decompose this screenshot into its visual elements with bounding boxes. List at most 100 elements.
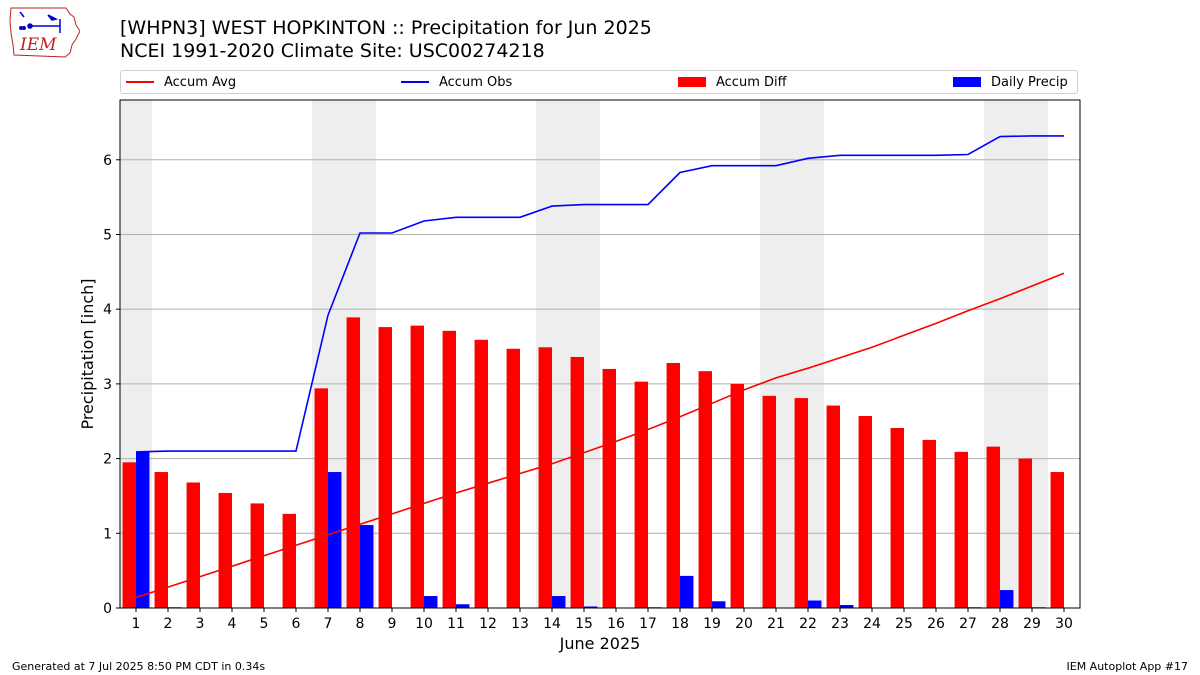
bars (122, 317, 1064, 608)
weekend-band (312, 100, 344, 608)
weekend-band (344, 100, 376, 608)
accum-diff-bar (186, 482, 200, 608)
accum-diff-bar (250, 503, 264, 608)
daily-precip-bar (456, 604, 470, 608)
daily-precip-bar (648, 607, 662, 608)
x-tick-label: 6 (292, 616, 301, 632)
x-tick-label: 26 (927, 616, 945, 632)
lines (135, 135, 1065, 599)
daily-precip-bar (136, 451, 150, 608)
weekend-band (120, 100, 152, 608)
legend-label: Accum Avg (164, 74, 237, 90)
y-tick-label: 0 (103, 601, 112, 617)
accum-diff-bar (410, 325, 424, 608)
x-tick-label: 27 (959, 616, 977, 632)
x-tick-label: 23 (831, 616, 849, 632)
legend-item-daily-precip: Daily Precip (953, 71, 1068, 93)
accum-diff-bar (346, 317, 360, 608)
x-tick-label: 17 (639, 616, 657, 632)
x-tick-label: 9 (388, 616, 397, 632)
x-tick-label: 7 (324, 616, 333, 632)
x-tick-label: 25 (895, 616, 913, 632)
x-tick-label: 10 (415, 616, 433, 632)
legend-swatch (678, 77, 706, 87)
x-tick-label: 22 (799, 616, 817, 632)
y-axis-label: Precipitation [inch] (78, 278, 97, 429)
legend-label: Accum Diff (716, 74, 787, 90)
y-tick-label: 2 (103, 452, 112, 468)
y-tick-label: 4 (103, 302, 112, 318)
x-axis-label: June 2025 (559, 634, 641, 653)
x-tick-label: 3 (196, 616, 205, 632)
iem-logo-text: IEM (19, 35, 57, 55)
y-tick-label: 3 (103, 377, 112, 393)
daily-precip-bar (1032, 607, 1046, 608)
x-tick-label: 11 (447, 616, 465, 632)
legend-label: Accum Obs (439, 74, 513, 90)
daily-precip-bar (584, 606, 598, 608)
x-tick-label: 4 (228, 616, 237, 632)
accum-obs-line (135, 135, 1064, 453)
daily-precip-bar (680, 575, 694, 608)
gridlines (120, 159, 1080, 534)
weekend-shading (120, 100, 1048, 608)
accum-diff-bar (954, 451, 968, 608)
generated-timestamp: Generated at 7 Jul 2025 8:50 PM CDT in 0… (12, 660, 266, 673)
x-tick-label: 21 (767, 616, 785, 632)
x-tick-label: 2 (164, 616, 173, 632)
accum-diff-bar (218, 492, 232, 608)
accum-diff-bar (1050, 472, 1064, 608)
app-credit: IEM Autoplot App #17 (1066, 660, 1189, 673)
x-tick-label: 20 (735, 616, 753, 632)
legend-item-accum-obs: Accum Obs (401, 71, 512, 93)
accum-diff-bar (538, 347, 552, 608)
plot-frame (119, 99, 1081, 609)
accum-diff-bar (762, 395, 776, 608)
daily-precip-bar (552, 596, 566, 608)
accum-diff-bar (314, 388, 328, 608)
chart-legend: Accum Avg Accum Obs Accum Diff Daily Pre… (120, 70, 1078, 94)
accum-diff-bar (922, 439, 936, 608)
x-tick-label: 19 (703, 616, 721, 632)
iowa-state-outline-icon (9, 7, 80, 58)
x-tick-label: 15 (575, 616, 593, 632)
weekend-band (568, 100, 600, 608)
legend-label: Daily Precip (991, 74, 1068, 90)
x-tick-label: 12 (479, 616, 497, 632)
x-tick-label: 29 (1023, 616, 1041, 632)
y-tick-label: 5 (103, 227, 112, 243)
legend-swatch (953, 77, 981, 87)
chart-subtitle: NCEI 1991-2020 Climate Site: USC00274218 (120, 40, 545, 62)
accum-avg-line (135, 272, 1065, 599)
x-tick-label: 16 (607, 616, 625, 632)
legend-item-accum-diff: Accum Diff (678, 71, 787, 93)
weekend-band (792, 100, 824, 608)
x-tick-label: 5 (260, 616, 269, 632)
accum-diff-bar (154, 472, 168, 608)
accum-diff-bar (666, 362, 680, 608)
weekend-band (760, 100, 792, 608)
x-tick-label: 28 (991, 616, 1009, 632)
daily-precip-bar (424, 596, 438, 608)
daily-precip-bar (808, 600, 822, 608)
weekend-band (536, 100, 568, 608)
accum-diff-bar (826, 405, 840, 608)
x-tick-label: 30 (1055, 616, 1073, 632)
daily-precip-bar (168, 607, 182, 608)
accum-diff-bar (570, 356, 584, 608)
legend-item-accum-avg: Accum Avg (126, 71, 236, 93)
weekend-band (1016, 100, 1048, 608)
x-tick-label: 24 (863, 616, 881, 632)
iem-logo: IEM (9, 7, 80, 58)
accum-diff-bar (890, 427, 904, 608)
x-tick-label: 13 (511, 616, 529, 632)
accum-diff-bar (474, 339, 488, 608)
y-tick-label: 1 (103, 526, 112, 542)
accum-diff-bar (122, 462, 136, 608)
daily-precip-bar (1000, 590, 1014, 608)
weather-station-icon (19, 11, 61, 33)
accum-diff-bar (282, 513, 296, 608)
accum-diff-bar (634, 381, 648, 608)
x-tick-label: 8 (356, 616, 365, 632)
